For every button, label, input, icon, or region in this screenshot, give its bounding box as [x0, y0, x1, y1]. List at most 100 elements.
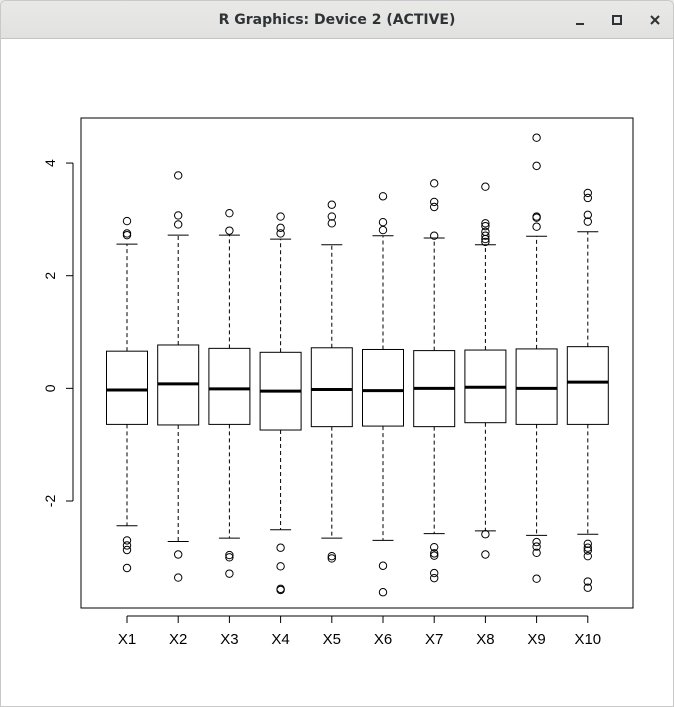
outlier-point: [276, 223, 285, 233]
title-bar[interactable]: R Graphics: Device 2 (ACTIVE): [1, 1, 673, 39]
outlier-point: [276, 543, 285, 552]
maximize-button[interactable]: [605, 8, 629, 32]
outlier-point: [122, 229, 132, 238]
y-axis: -2 0 2 4: [42, 159, 74, 508]
outlier-point: [532, 222, 541, 231]
outlier-point: [430, 202, 439, 212]
close-button[interactable]: [643, 8, 667, 32]
box-X5: [310, 200, 353, 563]
outlier-point: [583, 210, 592, 220]
x-axis: X1 X2 X3 X4 X5 X6 X7 X8 X9 X10: [118, 615, 601, 648]
x-tick-label: X1: [118, 631, 136, 648]
outlier-point: [481, 221, 490, 231]
box-X2: [157, 171, 200, 582]
outlier-point: [327, 200, 336, 209]
x-tick-label: X10: [574, 631, 601, 648]
outlier-point: [122, 230, 132, 240]
box-X8: [464, 182, 507, 559]
outlier-point: [583, 217, 592, 226]
outlier-point: [225, 550, 234, 560]
outlier-point: [532, 548, 541, 558]
box-X4: [259, 212, 302, 595]
outlier-point: [583, 193, 592, 203]
outlier-point: [481, 530, 490, 539]
outlier-point: [583, 539, 592, 548]
maximize-icon: [612, 15, 622, 25]
outlier-point: [276, 212, 285, 221]
x-tick-label: X9: [527, 631, 545, 648]
outlier-point: [276, 585, 285, 595]
outlier-point: [430, 179, 439, 188]
outlier-point: [430, 573, 439, 583]
x-tick-label: X5: [323, 631, 341, 648]
minimize-button[interactable]: [568, 8, 592, 32]
outlier-point: [532, 213, 541, 222]
outlier-point: [276, 229, 285, 238]
iqr-box: [566, 346, 609, 425]
outlier-point: [225, 226, 234, 235]
y-tick-label: -2: [42, 495, 58, 508]
outlier-point: [481, 550, 490, 559]
x-tick-label: X8: [476, 631, 494, 648]
box-X3: [208, 208, 251, 578]
outlier-point: [378, 225, 388, 235]
outlier-point: [583, 543, 592, 552]
minimize-icon: [576, 23, 584, 25]
outlier-point: [327, 551, 336, 561]
outlier-point: [532, 574, 541, 583]
iqr-box: [208, 347, 251, 425]
iqr-box: [362, 348, 404, 427]
boxes: [106, 133, 609, 597]
iqr-box: [310, 347, 353, 428]
outlier-point: [122, 216, 132, 226]
outlier-point: [378, 217, 388, 227]
outlier-point: [430, 551, 439, 560]
outlier-point: [122, 545, 132, 555]
x-tick-label: X4: [271, 631, 289, 648]
outlier-point: [378, 561, 388, 570]
y-tick-label: 2: [42, 272, 58, 280]
outlier-point: [481, 234, 490, 244]
boxplot-chart: -2 0 2 4 X1 X2 X3 X4 X5 X6 X7 X8 X9 X10: [42, 117, 634, 648]
outlier-point: [430, 568, 439, 578]
outlier-point: [430, 231, 439, 240]
y-tick-label: 0: [42, 384, 58, 392]
outlier-point: [225, 569, 234, 578]
outlier-point: [122, 541, 132, 550]
window-title: R Graphics: Device 2 (ACTIVE): [218, 12, 456, 28]
outlier-point: [583, 583, 592, 592]
outlier-point: [122, 563, 132, 573]
outlier-point: [583, 188, 592, 198]
outlier-point: [225, 208, 234, 218]
x-tick-label: X7: [425, 631, 443, 648]
outlier-point: [583, 546, 592, 555]
outlier-point: [174, 171, 183, 180]
box-X1: [106, 216, 148, 573]
outlier-point: [174, 550, 183, 559]
outlier-point: [225, 553, 234, 562]
outlier-point: [481, 219, 490, 228]
outlier-point: [583, 551, 592, 561]
outlier-point: [481, 182, 490, 191]
outlier-point: [327, 219, 336, 228]
outlier-point: [276, 562, 285, 571]
x-tick-label: X2: [169, 631, 187, 648]
box-X9: [515, 133, 558, 583]
iqr-box: [515, 348, 558, 425]
iqr-box: [106, 350, 148, 425]
plot-area: -2 0 2 4 X1 X2 X3 X4 X5 X6 X7 X8 X9 X10: [1, 39, 673, 706]
outlier-point: [430, 542, 439, 552]
outlier-point: [327, 212, 336, 221]
outlier-point: [532, 537, 541, 547]
outlier-point: [174, 211, 183, 220]
outlier-point: [583, 577, 592, 586]
box-X10: [566, 188, 609, 592]
outlier-point: [378, 192, 388, 201]
outlier-point: [430, 197, 439, 207]
outlier-point: [430, 549, 439, 558]
plot-frame: [80, 117, 634, 609]
outlier-point: [174, 220, 183, 229]
box-X6: [362, 192, 404, 597]
outlier-point: [481, 237, 490, 247]
